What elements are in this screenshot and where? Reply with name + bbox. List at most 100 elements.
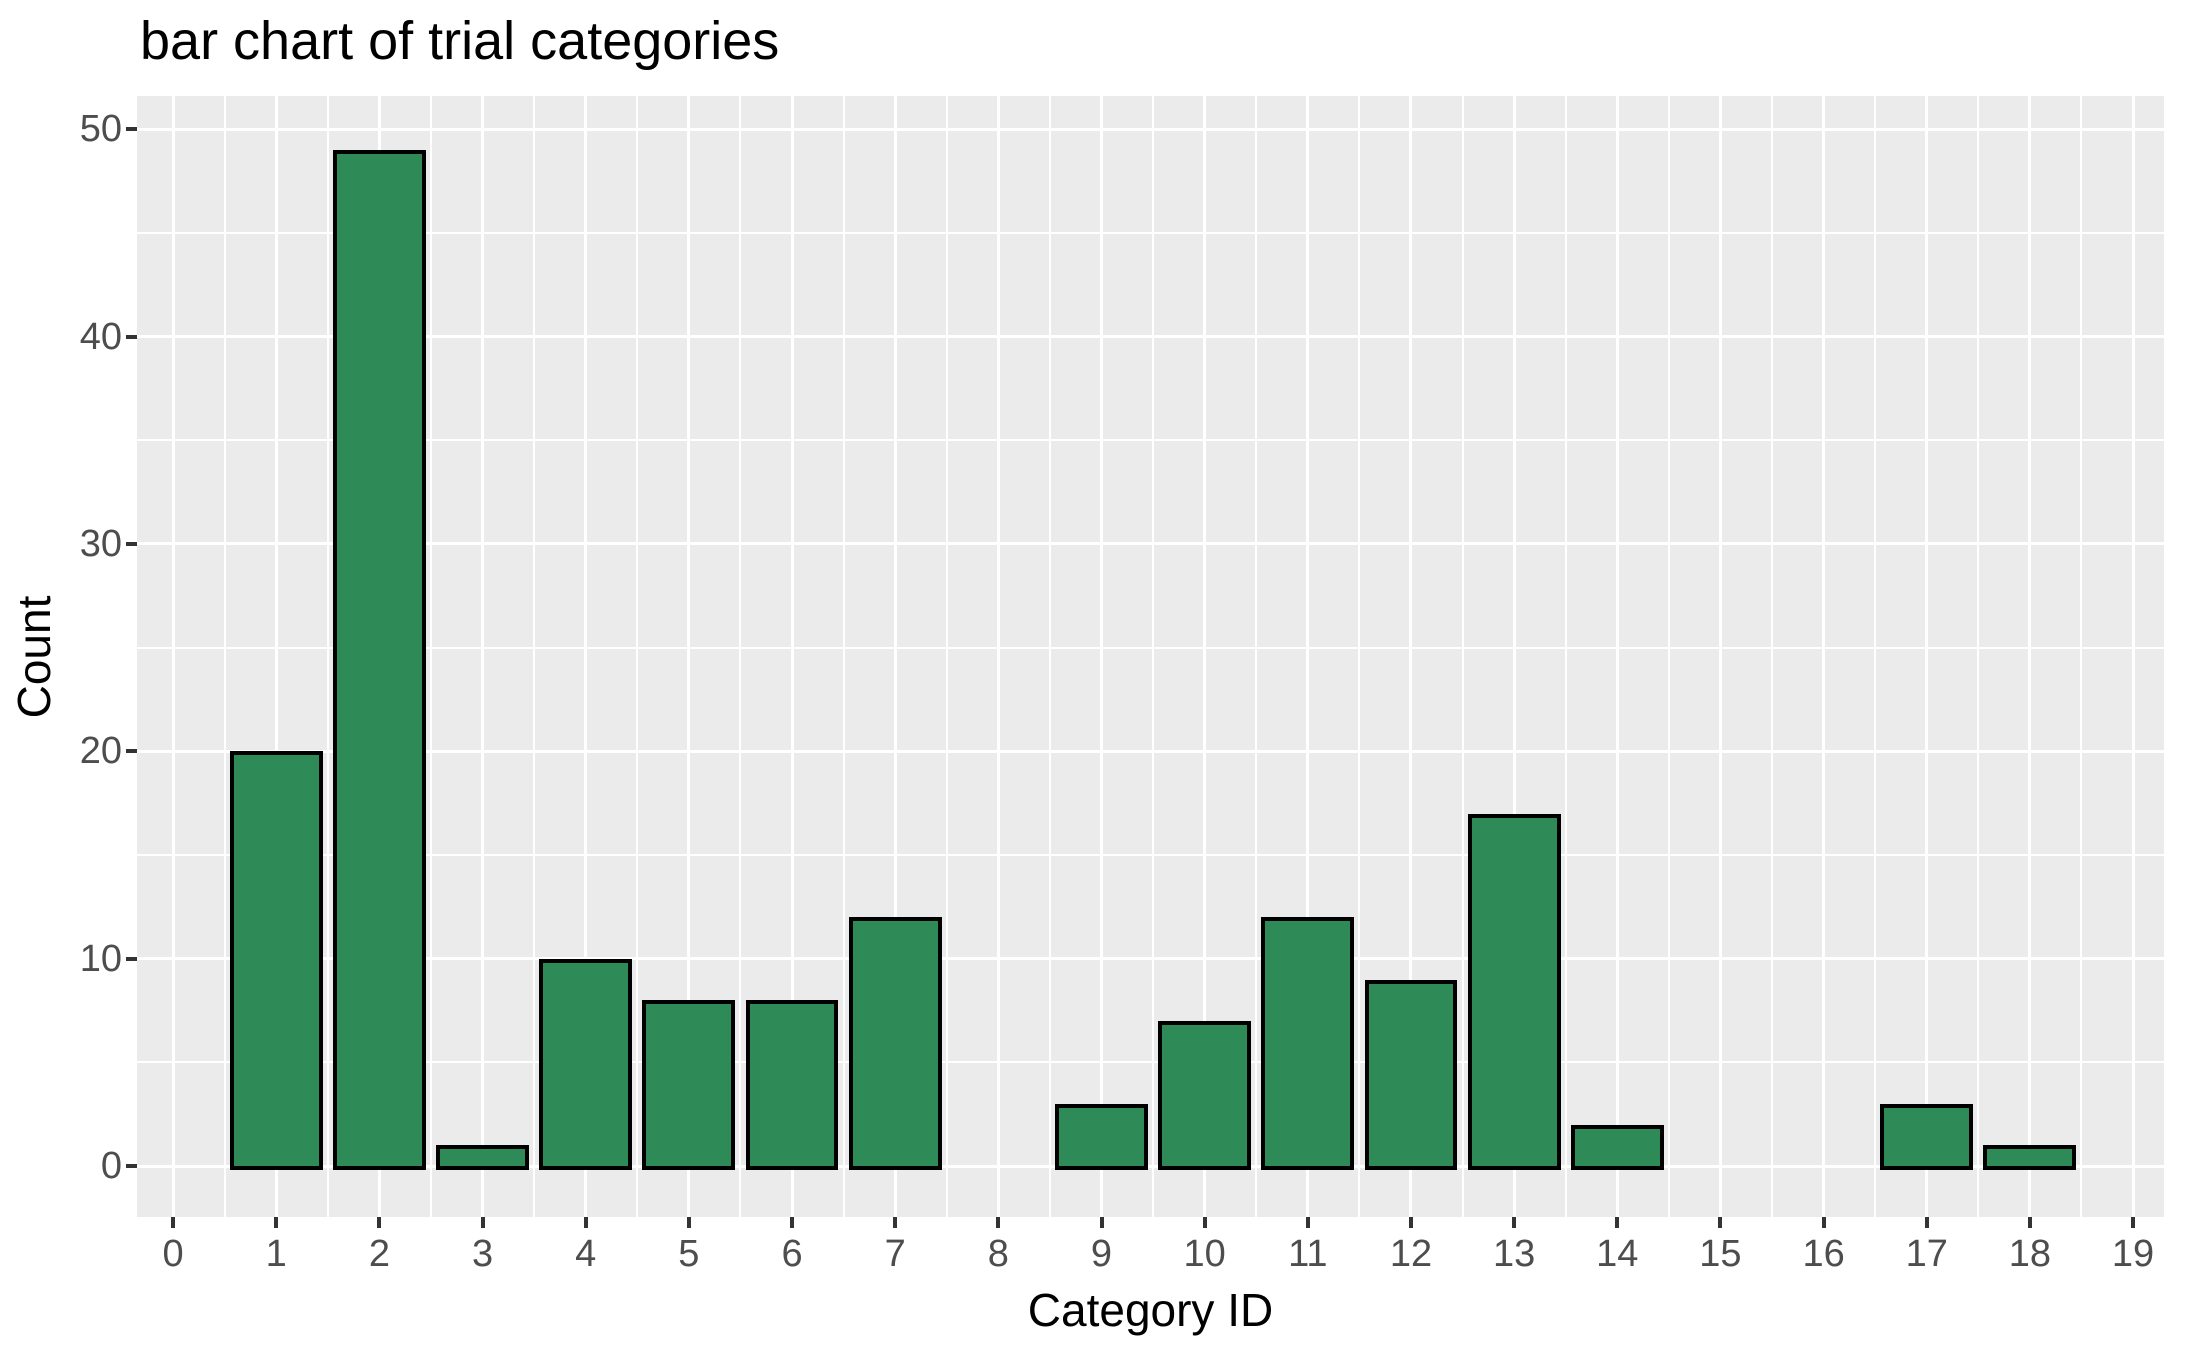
gridline-x-minor <box>739 96 742 1217</box>
bar-category-5 <box>642 1000 736 1171</box>
gridline-x-major <box>274 96 278 1217</box>
gridline-x-minor <box>1152 96 1155 1217</box>
x-tick-mark <box>480 1217 485 1228</box>
gridline-x-major <box>893 96 897 1217</box>
gridline-x-major <box>1718 96 1722 1217</box>
y-tick-mark <box>126 1164 137 1169</box>
gridline-x-minor <box>636 96 639 1217</box>
gridline-x-minor <box>1977 96 1980 1217</box>
y-tick-label: 50 <box>79 108 122 151</box>
x-tick-mark <box>1821 1217 1826 1228</box>
x-tick-mark <box>377 1217 382 1228</box>
gridline-x-major <box>481 96 485 1217</box>
bar-category-2 <box>332 149 426 1171</box>
x-tick-mark <box>1615 1217 1620 1228</box>
x-tick-mark <box>171 1217 176 1228</box>
gridline-x-minor <box>1255 96 1258 1217</box>
gridline-x-minor <box>1564 96 1567 1217</box>
x-tick-label: 16 <box>1802 1233 1845 1275</box>
gridline-y-major <box>137 335 2164 339</box>
bar-category-1 <box>229 751 323 1171</box>
x-tick-mark <box>790 1217 795 1228</box>
x-tick-label: 6 <box>781 1233 803 1275</box>
gridline-x-minor <box>1358 96 1361 1217</box>
gridline-x-major <box>687 96 691 1217</box>
x-tick-label: 17 <box>1905 1233 1948 1275</box>
y-tick-mark <box>126 956 137 961</box>
bar-category-6 <box>745 1000 839 1171</box>
x-tick-mark <box>274 1217 279 1228</box>
gridline-x-major <box>996 96 1000 1217</box>
gridline-x-major <box>2028 96 2032 1217</box>
gridline-y-minor <box>137 439 2164 442</box>
x-tick-mark <box>1408 1217 1413 1228</box>
y-tick-label: 30 <box>79 522 122 565</box>
gridline-y-minor <box>137 854 2164 857</box>
x-tick-label: 13 <box>1492 1233 1536 1275</box>
x-tick-label: 5 <box>678 1233 700 1275</box>
y-tick-mark <box>126 334 137 339</box>
x-tick-label: 7 <box>884 1233 906 1275</box>
gridline-y-minor <box>137 1061 2164 1064</box>
gridline-x-minor <box>533 96 536 1217</box>
x-tick-mark <box>1202 1217 1207 1228</box>
y-tick-label: 20 <box>79 730 122 773</box>
gridline-x-minor <box>1461 96 1464 1217</box>
x-tick-label: 4 <box>575 1233 597 1275</box>
gridline-x-major <box>584 96 588 1217</box>
gridline-x-major <box>1822 96 1826 1217</box>
gridline-y-major <box>137 542 2164 546</box>
gridline-y-major <box>137 127 2164 131</box>
gridline-x-minor <box>1667 96 1670 1217</box>
bar-category-9 <box>1055 1103 1148 1171</box>
gridline-x-major <box>1306 96 1310 1217</box>
bar-category-12 <box>1364 979 1458 1171</box>
gridline-y-major <box>137 749 2164 753</box>
gridline-y-minor <box>137 231 2164 234</box>
gridline-x-minor <box>2080 96 2083 1217</box>
gridline-x-minor <box>1771 96 1773 1217</box>
bar-category-14 <box>1570 1124 1664 1171</box>
bar-category-11 <box>1261 917 1355 1171</box>
x-tick-label: 3 <box>471 1233 494 1275</box>
x-tick-mark <box>686 1217 691 1228</box>
x-tick-mark <box>583 1217 588 1228</box>
gridline-x-minor <box>842 96 845 1217</box>
bar-category-3 <box>436 1145 529 1171</box>
gridline-x-minor <box>326 96 329 1217</box>
x-axis-title: Category ID <box>1027 1284 1274 1336</box>
x-tick-mark <box>996 1217 1001 1228</box>
gridline-x-minor <box>429 96 432 1217</box>
bar-category-4 <box>539 958 633 1171</box>
bar-category-7 <box>848 917 942 1171</box>
gridline-x-minor <box>1048 96 1051 1217</box>
gridline-x-minor <box>1874 96 1877 1217</box>
plot-panel <box>137 96 2164 1217</box>
x-tick-label: 10 <box>1183 1233 1226 1275</box>
x-tick-label: 2 <box>368 1233 390 1275</box>
y-tick-mark <box>126 749 137 754</box>
x-tick-mark <box>1099 1217 1104 1228</box>
bar-category-17 <box>1880 1103 1974 1171</box>
bar-category-18 <box>1983 1145 2077 1171</box>
gridline-x-major <box>1203 96 1207 1217</box>
y-tick-label: 10 <box>79 937 122 980</box>
y-tick-mark <box>126 127 137 132</box>
x-tick-mark <box>1924 1217 1929 1228</box>
y-axis-title: Count <box>8 595 60 719</box>
gridline-x-major <box>171 96 175 1217</box>
x-tick-mark <box>1718 1217 1723 1228</box>
gridline-x-minor <box>945 96 948 1217</box>
gridline-x-major <box>1512 96 1516 1217</box>
bar-category-13 <box>1467 813 1561 1171</box>
x-tick-label: 1 <box>265 1233 287 1275</box>
x-tick-label: 18 <box>2008 1233 2052 1275</box>
x-tick-mark <box>1512 1217 1517 1228</box>
x-tick-mark <box>2131 1217 2136 1228</box>
x-tick-mark <box>893 1217 898 1228</box>
gridline-x-major <box>790 96 794 1217</box>
y-tick-mark <box>126 541 137 546</box>
gridline-x-minor <box>223 96 226 1217</box>
gridline-x-major <box>1100 96 1103 1217</box>
